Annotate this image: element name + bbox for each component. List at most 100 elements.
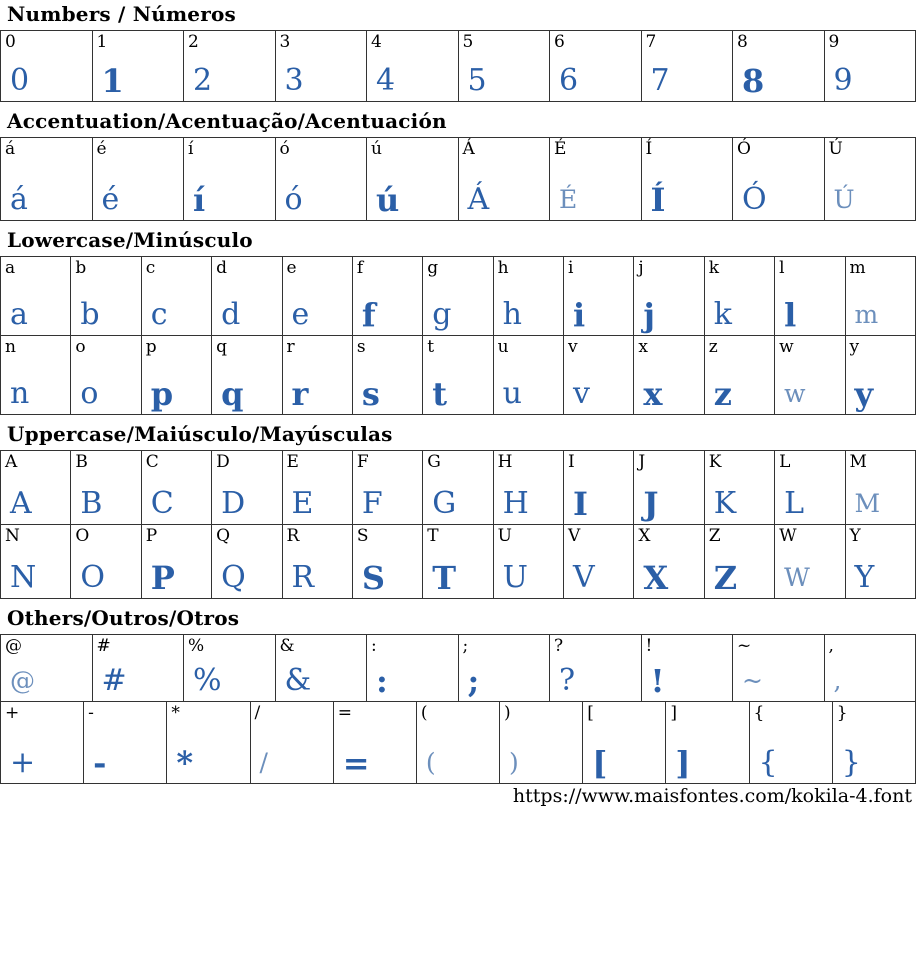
glyph-cell: @ @ bbox=[0, 634, 93, 702]
glyph-font-sample: ] bbox=[675, 744, 691, 782]
glyph-font-sample: V bbox=[573, 560, 595, 595]
glyph-font-sample: n bbox=[10, 376, 30, 411]
glyph-cell: # # bbox=[91, 634, 184, 702]
glyph-font-sample: 4 bbox=[376, 63, 396, 98]
glyph-font-sample: z bbox=[713, 375, 732, 413]
glyph-font-sample: M bbox=[854, 489, 881, 518]
glyph-reference-char: N bbox=[5, 526, 20, 546]
glyph-font-sample: = bbox=[342, 744, 370, 782]
glyph-font-sample: í bbox=[193, 181, 206, 219]
glyph-reference-char: 4 bbox=[371, 32, 382, 52]
glyph-font-sample: Ú bbox=[833, 185, 855, 214]
glyph-reference-char: v bbox=[568, 337, 578, 357]
glyph-reference-char: T bbox=[427, 526, 439, 546]
glyph-reference-char: y bbox=[849, 337, 860, 357]
glyph-font-sample: e bbox=[291, 297, 310, 332]
glyph-font-sample: ) bbox=[509, 748, 519, 777]
glyph-font-sample: g bbox=[432, 297, 452, 332]
glyph-font-sample: K bbox=[713, 486, 737, 521]
glyph-reference-char: , bbox=[828, 636, 834, 656]
section-title: Accentuation/Acentuação/Acentuación bbox=[7, 109, 447, 133]
glyph-font-sample: G bbox=[432, 486, 457, 521]
glyph-cell: ]] bbox=[665, 701, 750, 784]
glyph-reference-char: s bbox=[356, 337, 366, 357]
section-title: Lowercase/Minúsculo bbox=[7, 228, 253, 252]
glyph-cell: ;; bbox=[457, 634, 550, 702]
glyph-font-sample: @ bbox=[10, 666, 35, 695]
glyph-reference-char: ( bbox=[420, 703, 428, 723]
glyph-reference-char: w bbox=[779, 337, 794, 357]
glyph-font-sample: E bbox=[291, 486, 314, 521]
glyph-reference-char: % bbox=[188, 636, 205, 656]
glyph-reference-char: R bbox=[286, 526, 300, 546]
glyph-font-sample: o bbox=[80, 376, 99, 411]
glyph-font-sample: + bbox=[10, 745, 36, 780]
glyph-font-sample: T bbox=[432, 559, 457, 597]
glyph-reference-char: F bbox=[356, 452, 369, 472]
glyph-font-sample: ! bbox=[650, 662, 665, 700]
glyph-font-sample: ? bbox=[559, 663, 576, 698]
glyph-reference-char: U bbox=[497, 526, 512, 546]
glyph-reference-char: + bbox=[5, 703, 20, 723]
glyph-font-sample: w bbox=[784, 379, 806, 408]
glyph-font-sample: Q bbox=[221, 560, 246, 595]
glyph-reference-char: 8 bbox=[737, 32, 748, 52]
glyph-font-sample: : bbox=[376, 662, 388, 700]
glyph-reference-char: : bbox=[371, 636, 377, 656]
glyph-reference-char: G bbox=[427, 452, 441, 472]
glyph-font-sample: j bbox=[643, 296, 655, 334]
glyph-font-sample: ; bbox=[467, 662, 480, 700]
glyph-reference-char: Y bbox=[849, 526, 861, 546]
glyph-reference-char: u bbox=[497, 337, 509, 357]
glyph-reference-char: P bbox=[145, 526, 158, 546]
glyph-font-sample: h bbox=[502, 297, 522, 332]
glyph-font-sample: k bbox=[713, 297, 732, 332]
glyph-cell: {{ bbox=[748, 701, 833, 784]
glyph-font-sample: i bbox=[573, 296, 586, 334]
glyph-font-sample: é bbox=[101, 182, 120, 217]
glyph-reference-char: C bbox=[145, 452, 159, 472]
glyph-font-sample: * bbox=[176, 744, 194, 782]
glyph-reference-char: 1 bbox=[96, 32, 108, 52]
glyph-font-sample: I bbox=[573, 485, 588, 523]
glyph-font-sample: [ bbox=[592, 744, 608, 782]
glyph-reference-char: a bbox=[5, 258, 16, 278]
glyph-font-sample: / bbox=[259, 748, 268, 777]
glyph-reference-char: @ bbox=[5, 636, 22, 656]
glyph-font-sample: A bbox=[10, 486, 32, 521]
glyph-cell: (( bbox=[415, 701, 501, 784]
glyph-reference-char: 3 bbox=[279, 32, 291, 52]
glyph-reference-char: 5 bbox=[462, 32, 474, 52]
glyph-reference-char: 0 bbox=[5, 32, 16, 52]
glyph-font-sample: C bbox=[150, 486, 174, 521]
glyph-font-sample: O bbox=[80, 560, 105, 595]
glyph-font-sample: m bbox=[854, 300, 879, 329]
